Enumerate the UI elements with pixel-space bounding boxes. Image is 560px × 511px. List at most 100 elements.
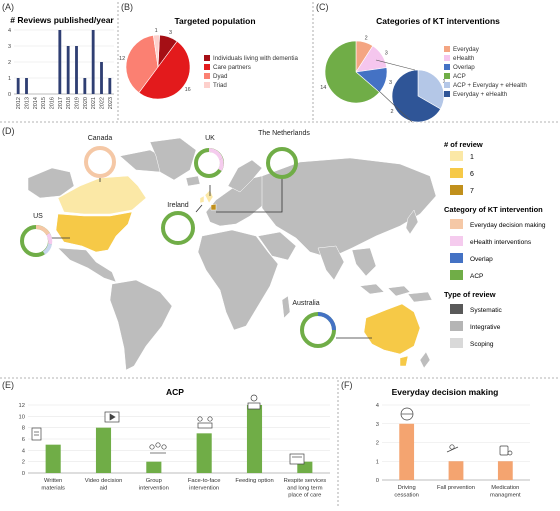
x-tick-label: 2022 <box>100 97 106 109</box>
donut-canada <box>84 146 116 178</box>
x-tick-label: Respite services and long term place of ca… <box>284 478 327 499</box>
map-label-canada: Canada <box>88 135 113 142</box>
legend-label: Triad <box>213 82 227 89</box>
map-land-indonesia-east <box>387 285 411 297</box>
map-land-southeast-asia <box>351 247 377 277</box>
legend-label: Everyday <box>453 46 480 53</box>
x-tick-label: Written materials <box>41 478 65 491</box>
bar <box>108 78 112 94</box>
bar <box>146 461 162 473</box>
y-tick-label: 0 <box>376 478 379 484</box>
y-tick-label: 12 <box>19 403 25 409</box>
legend-count-swatch-1 <box>450 151 463 161</box>
map-land-africa <box>197 229 279 331</box>
breakout-connector <box>375 59 416 71</box>
map-land-scandinavia <box>227 159 263 193</box>
bar <box>196 433 212 473</box>
bar <box>448 461 464 480</box>
legend-swatch <box>444 73 450 79</box>
donut-ireland <box>161 211 195 245</box>
legend-category-swatch-acp <box>450 270 463 280</box>
x-tick-label-line: Face-to-face <box>188 478 221 484</box>
chart-a-title: # Reviews published/year <box>10 15 114 25</box>
legend-type-label-systematic: Systematic <box>470 307 503 314</box>
car-icon <box>400 407 414 421</box>
y-tick-label: 6 <box>22 437 25 443</box>
legend-swatch <box>444 64 450 70</box>
donut-netherlands <box>266 147 298 179</box>
pie-c-data-label: 3 <box>389 80 392 86</box>
x-tick-label: 2017 <box>58 97 64 109</box>
y-tick-label: 2 <box>22 460 25 466</box>
x-tick-label: Medication managment <box>490 485 521 498</box>
chart-c-kt-categories: 2 3 3 14 1 2 Everyday eHealth Overlap ACP ACP + Ev… <box>320 35 527 123</box>
pie-c-breakout-slice <box>417 69 445 110</box>
y-tick-label: 0 <box>8 92 11 98</box>
map-land-middle-east <box>257 231 297 261</box>
map-label-ireland: Ireland <box>167 202 189 209</box>
panel-label-d: (D) <box>2 126 15 136</box>
legend-label: Care partners <box>213 64 251 71</box>
map-label-uk: UK <box>205 135 215 142</box>
map-country-australia <box>363 303 421 355</box>
legend-label: Everyday + eHealth <box>453 91 508 98</box>
x-tick-label: Video decision aid <box>85 478 123 491</box>
bar <box>95 427 112 473</box>
x-tick-label: Driving cessation <box>394 485 419 498</box>
bar <box>75 46 78 94</box>
bar <box>66 46 70 94</box>
map-land-madagascar <box>281 295 291 319</box>
legend-count-label-7: 7 <box>470 188 474 195</box>
map-country-us <box>55 211 133 253</box>
legend-type-swatch-scoping <box>450 338 463 348</box>
legend-label: ACP + Everyday + eHealth <box>453 82 527 89</box>
map-legend: # of review 1 6 7 Category of KT interve… <box>444 140 546 348</box>
legend-category-swatch-ehealth <box>450 236 463 246</box>
map-land-indonesia-west <box>359 283 385 295</box>
x-tick-label-line: Respite services <box>284 478 327 484</box>
panel-label-e: (E) <box>2 380 14 390</box>
pie-c-breakout-slice <box>391 69 441 123</box>
x-tick-label-line: materials <box>41 485 65 491</box>
map-land-japan <box>405 209 419 235</box>
map-land-alaska <box>27 167 75 199</box>
x-tick-label: 2021 <box>91 97 97 109</box>
x-tick-label-line: and long term <box>287 485 323 491</box>
x-tick-label: 2014 <box>33 97 39 109</box>
bar <box>16 78 20 94</box>
map-country-ireland <box>199 195 205 204</box>
legend-type-swatch-integrative <box>450 321 463 331</box>
legend-count-title: # of review <box>444 140 483 149</box>
legend-count-label-1: 1 <box>470 154 474 161</box>
bar <box>297 461 313 473</box>
map-country-uk <box>204 189 214 204</box>
panel-label-b: (B) <box>121 2 133 12</box>
x-tick-label-line: intervention <box>139 485 169 491</box>
map-country-canada <box>57 175 147 215</box>
x-tick-label-line: Video decision <box>85 478 123 484</box>
panel-label-f: (F) <box>341 380 353 390</box>
home-care-icon <box>289 453 305 465</box>
x-tick-label-line: aid <box>100 485 108 491</box>
legend-swatch <box>204 64 210 70</box>
y-tick-label: 3 <box>8 44 11 50</box>
bar <box>25 78 28 94</box>
y-tick-label: 4 <box>376 403 380 409</box>
legend-category-label-everyday: Everyday decision making <box>470 222 546 229</box>
x-tick-label: 2020 <box>83 97 89 109</box>
map-label-australia: Australia <box>292 300 319 307</box>
legend-swatch <box>444 82 450 88</box>
x-tick-label: 2016 <box>50 97 56 109</box>
pie-c-data-label: 2 <box>365 35 368 41</box>
x-tick-label-line: Written <box>44 478 62 484</box>
feeding-icon <box>247 394 261 410</box>
x-tick-label-line: Fall prevention <box>437 485 475 491</box>
legend-label: Individuals living with dementia <box>213 55 299 62</box>
x-tick-label-line: Driving <box>398 485 416 491</box>
y-tick-label: 8 <box>22 426 25 432</box>
fall-icon <box>446 444 459 453</box>
legend-category-title: Category of KT intervention <box>444 205 543 214</box>
